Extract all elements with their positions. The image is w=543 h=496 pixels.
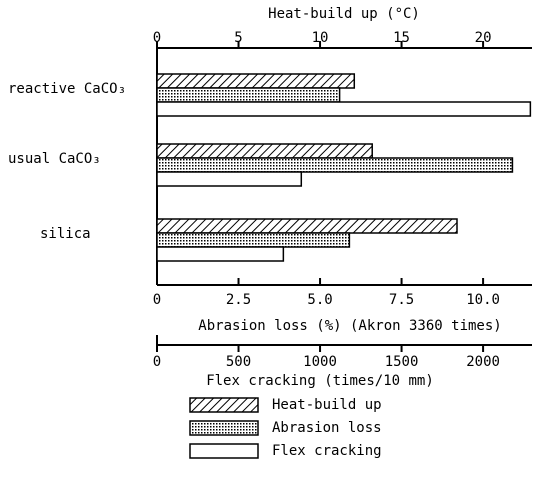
tick-label: 10.0 <box>466 292 500 308</box>
legend-swatch <box>189 420 259 436</box>
axis-title: Abrasion loss (%) (Akron 3360 times) <box>198 318 501 334</box>
tick-label: 500 <box>226 354 251 370</box>
tick-label: 1500 <box>385 354 419 370</box>
tick-label: 0 <box>153 292 161 308</box>
bar <box>156 157 514 173</box>
legend-label: Flex cracking <box>272 443 382 459</box>
legend-swatch <box>189 397 259 413</box>
tick-label: 1000 <box>303 354 337 370</box>
bar <box>156 143 373 159</box>
tick-label: 5.0 <box>307 292 332 308</box>
tick-label: 0 <box>153 354 161 370</box>
legend-swatch <box>189 443 259 459</box>
tick-label: 10 <box>312 30 329 46</box>
tick-label: 2.5 <box>226 292 251 308</box>
bar <box>156 87 341 103</box>
bar <box>156 218 458 234</box>
category-label: silica <box>40 226 91 242</box>
legend-label: Heat-build up <box>272 397 382 413</box>
tick-label: 0 <box>153 30 161 46</box>
bar <box>156 73 356 89</box>
axis-title: Heat-build up (°C) <box>268 6 420 22</box>
bar <box>156 171 303 187</box>
axis-title: Flex cracking (times/10 mm) <box>206 373 434 389</box>
bar <box>156 246 285 262</box>
tick-label: 15 <box>393 30 410 46</box>
bar <box>156 101 532 117</box>
tick-label: 5 <box>234 30 242 46</box>
legend-label: Abrasion loss <box>272 420 382 436</box>
tick-label: 20 <box>475 30 492 46</box>
category-label: usual CaCO₃ <box>8 151 101 167</box>
category-label: reactive CaCO₃ <box>8 81 126 97</box>
bar <box>156 232 351 248</box>
tick-label: 2000 <box>466 354 500 370</box>
tick-label: 7.5 <box>389 292 414 308</box>
